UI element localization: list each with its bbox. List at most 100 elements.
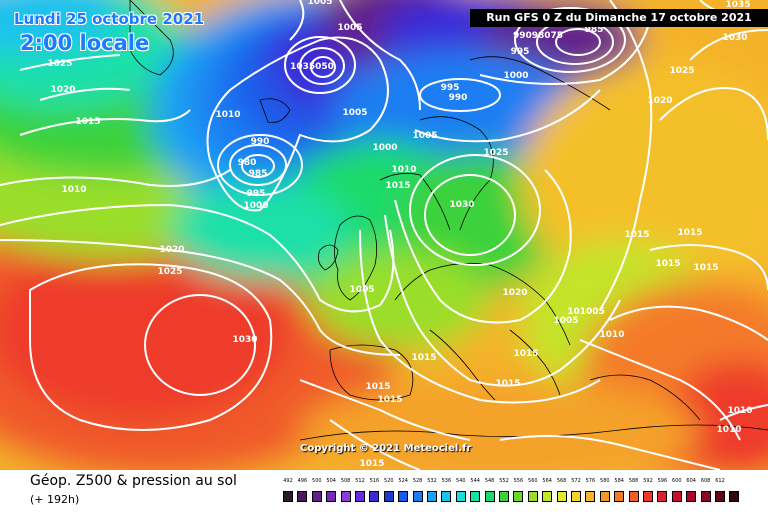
scale-label: 552	[499, 478, 509, 484]
pressure-label: 101005	[567, 307, 605, 317]
pressure-label: 995	[247, 189, 266, 199]
pressure-label: 1030	[232, 335, 257, 345]
scale-label: 528	[412, 478, 423, 484]
scale-swatch	[398, 491, 409, 502]
scale-swatch	[283, 491, 293, 502]
scale-label: 524	[398, 478, 408, 484]
scale-swatch	[715, 491, 725, 502]
scale-label: 544	[470, 478, 480, 484]
pressure-label: 1005	[553, 316, 578, 326]
scale-label: 568	[556, 478, 567, 484]
pressure-label: 1015	[359, 459, 384, 469]
scale-swatch	[326, 491, 337, 502]
pressure-label: 1025	[669, 66, 694, 76]
scale-swatch	[571, 491, 581, 502]
scale-swatch	[643, 491, 653, 502]
scale-label: 596	[657, 478, 668, 484]
scale-swatch	[657, 491, 668, 502]
pressure-label: 1005	[342, 108, 367, 118]
forecast-date: Lundi 25 octobre 2021	[14, 10, 205, 28]
pressure-label: 1015	[377, 395, 402, 405]
scale-label: 500	[312, 478, 322, 484]
pressure-label: 1015	[655, 259, 680, 269]
scale-label: 516	[369, 478, 380, 484]
scale-label: 612	[715, 478, 725, 484]
scale-swatch	[355, 491, 365, 502]
pressure-label: 1020	[50, 85, 75, 95]
scale-label: 560	[528, 478, 538, 484]
scale-swatch	[599, 491, 610, 502]
scale-swatch	[628, 491, 639, 502]
pressure-label: 1030	[722, 33, 747, 43]
scale-label: 604	[686, 478, 696, 484]
scale-label: 584	[614, 478, 624, 484]
scale-swatch	[470, 491, 481, 502]
scale-swatch	[311, 491, 322, 502]
pressure-label: 1015	[75, 117, 100, 127]
pressure-label: 99098075	[513, 31, 563, 41]
geopotential-field	[0, 0, 768, 470]
pressure-label: 1015	[385, 181, 410, 191]
scale-label: 504	[326, 478, 336, 484]
pressure-label: 1010	[727, 406, 752, 416]
scale-label: 536	[441, 478, 452, 484]
pressure-label: 990	[449, 93, 468, 103]
scale-swatch	[513, 491, 524, 502]
pressure-label: 1035050	[290, 62, 334, 72]
scale-swatch	[556, 491, 567, 502]
scale-label: 520	[384, 478, 394, 484]
scale-swatch	[585, 491, 596, 502]
pressure-label: 995	[441, 83, 460, 93]
scale-swatch	[686, 491, 697, 502]
pressure-label: 1010	[61, 185, 86, 195]
scale-swatch	[369, 491, 380, 502]
scale-label: 592	[643, 478, 653, 484]
pressure-label: 1020	[159, 245, 184, 255]
scale-swatch	[542, 491, 553, 502]
copyright: Copyright © 2021 Meteociel.fr	[300, 443, 472, 454]
pressure-label: 1000	[372, 143, 397, 153]
forecast-time: 2:00 locale	[20, 31, 150, 55]
scale-label: 548	[484, 478, 495, 484]
pressure-labels: 1025 1020 1015 1010 1020 1025 1030 1005 1005 1035…	[47, 0, 752, 469]
scale-label: 576	[585, 478, 596, 484]
pressure-label: 1025	[47, 59, 72, 69]
legend-title: Géop. Z500 & pression au sol	[30, 473, 237, 489]
pressure-label: 985	[249, 169, 268, 179]
scale-label: 556	[513, 478, 524, 484]
scale-swatch	[614, 491, 625, 502]
pressure-label: 1005	[349, 285, 374, 295]
scale-label: 564	[542, 478, 552, 484]
pressure-label: 1015	[411, 353, 436, 363]
pressure-label: 1020	[647, 96, 672, 106]
scale-label: 580	[600, 478, 610, 484]
scale-swatch	[383, 491, 394, 502]
scale-label: 492	[283, 478, 293, 484]
pressure-label: 1015	[365, 382, 390, 392]
scale-label: 496	[297, 478, 308, 484]
scale-label: 600	[672, 478, 682, 484]
scale-label: 588	[628, 478, 639, 484]
scale-swatch	[455, 491, 466, 502]
scale-swatch	[671, 491, 682, 502]
weather-map: 1025 1020 1015 1010 1020 1025 1030 1005 1005 1035…	[0, 0, 768, 470]
pressure-label: 1015	[624, 230, 649, 240]
pressure-label: 985	[585, 25, 604, 35]
scale-swatch	[700, 491, 711, 502]
pressure-label: 1020	[502, 288, 527, 298]
pressure-label: 1035	[725, 0, 750, 10]
pressure-label: 1010	[716, 425, 741, 435]
pressure-label: 1005	[412, 131, 437, 141]
scale-swatch	[340, 491, 351, 502]
pressure-label: 1010	[215, 110, 240, 120]
scale-swatch	[427, 491, 437, 502]
scale-swatch	[412, 491, 423, 502]
scale-swatch	[527, 491, 538, 502]
scale-label: 512	[355, 478, 365, 484]
scale-swatch	[484, 491, 495, 502]
pressure-label: 1025	[483, 148, 508, 158]
scale-label: 540	[456, 478, 466, 484]
pressure-label: 1025	[157, 267, 182, 277]
scale-label: 508	[340, 478, 351, 484]
pressure-label: 1000	[503, 71, 528, 81]
